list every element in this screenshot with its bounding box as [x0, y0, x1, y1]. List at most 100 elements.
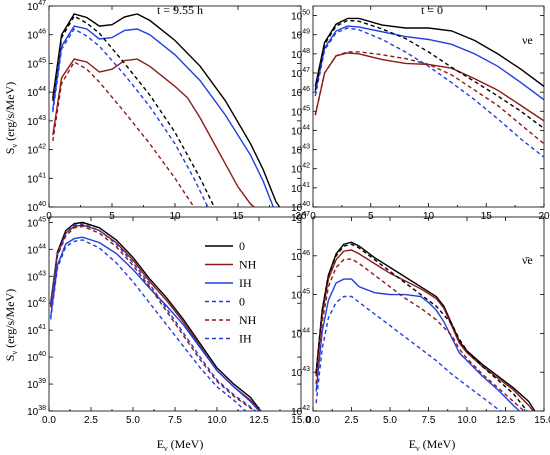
y-tick-label: 1047 [27, 0, 46, 13]
y-tick-label: 1042 [27, 144, 46, 157]
y-tick-label: 1040 [291, 201, 310, 214]
legend-label: IH [239, 276, 252, 290]
y-tick-label: 1039 [27, 378, 46, 391]
panel-title-top-left: t = 9.55 h [157, 3, 203, 17]
y-tick-label: 1040 [27, 351, 46, 364]
y-tick-label: 1050 [291, 10, 310, 23]
series-line-0-solid [315, 241, 536, 411]
x-tick-label: 10.0 [457, 415, 477, 426]
y-tick-label: 1043 [27, 270, 46, 283]
panel-3: 0.02.55.07.510.012.515.01042104310441045… [291, 211, 550, 426]
y-tick-label: 1043 [27, 115, 46, 128]
series-line-0-dashed [52, 15, 215, 207]
x-tick-label: 5 [368, 211, 374, 222]
x-tick-label: 0 [46, 211, 52, 222]
y-tick-label: 1041 [291, 182, 310, 195]
y-tick-label: 1044 [27, 86, 46, 99]
series-line-IH-dashed [52, 28, 209, 207]
panel-title-top-right: t = 0 [421, 3, 443, 17]
panel-2: 0.0 2.5 5.0 7.5 10.0 12.5 15.0 1038 1039 1040 1041… [27, 216, 311, 426]
y-tick-label: 1046 [27, 29, 46, 42]
legend-label: NH [239, 258, 257, 272]
y-tick-label: 1046 [291, 250, 310, 263]
y-tick-label: 1041 [27, 172, 46, 185]
series-line-NH-dashed [52, 61, 195, 207]
y-tick-label: 1043 [291, 144, 310, 157]
x-tick-label: 15 [232, 211, 244, 222]
x-tick-label: 20 [538, 211, 550, 222]
series-line-0-solid [314, 17, 544, 87]
y-tick-label: 1048 [291, 48, 310, 61]
x-axis-label-right: Eν (MeV) [409, 437, 456, 453]
y-tick-label: 1045 [27, 216, 46, 229]
series-line-IH-solid [52, 25, 274, 207]
x-tick-label: 10 [169, 211, 181, 222]
y-tick-label: 1042 [291, 163, 310, 176]
x-tick-label: 2.5 [345, 415, 359, 426]
x-tick-label: 7.5 [168, 415, 182, 426]
y-tick-label: 1044 [291, 124, 310, 137]
legend-label: 0 [239, 295, 245, 309]
x-tick-label: 12.5 [249, 415, 269, 426]
y-tick-label: 1045 [291, 105, 310, 118]
series-group [50, 221, 262, 411]
y-tick-label: 1044 [291, 327, 310, 340]
x-tick-label: 0.0 [42, 415, 56, 426]
series-group [314, 17, 544, 158]
series-line-NH-solid [315, 249, 534, 411]
plot-frame [48, 216, 302, 412]
y-tick-label: 1045 [291, 289, 310, 302]
x-tick-label: 7.5 [422, 415, 436, 426]
x-tick-label: 2.5 [84, 415, 98, 426]
plot-frame [312, 5, 545, 208]
x-tick-label: 10.0 [207, 415, 227, 426]
y-tick-label: 1047 [291, 211, 310, 224]
y-axis-label-top: Sν (erg/s/MeV) [3, 82, 19, 154]
series-line-IH-dashed [315, 295, 502, 411]
series-group [52, 13, 281, 207]
series-line-NH-solid [50, 224, 261, 411]
legend-label: NH [239, 313, 257, 327]
series-line-0-dashed [315, 243, 528, 411]
panel-label-nu-e: νe [522, 33, 533, 47]
series-line-NH-dashed [50, 225, 256, 411]
x-tick-label: 15 [481, 211, 493, 222]
series-line-IH-solid [50, 236, 260, 411]
series-line-0-dashed [50, 222, 257, 411]
x-tick-label: 5.0 [383, 415, 397, 426]
y-tick-label: 1042 [27, 297, 46, 310]
legend: 0 NH IH 0 NH IH [205, 239, 257, 346]
series-line-NH-solid [314, 52, 544, 122]
y-tick-label: 1043 [291, 366, 310, 379]
y-axis-label-bottom: Sν (erg/s/MeV) [3, 289, 19, 361]
series-line-NH-dashed [315, 258, 525, 411]
y-tick-label: 1045 [27, 57, 46, 70]
y-tick-label: 1049 [291, 29, 310, 42]
panel-label-nu-e-bar: ν̄e [522, 253, 533, 267]
y-tick-label: 1046 [291, 86, 310, 99]
series-group [315, 241, 536, 411]
x-axis-label-left: Eν (MeV) [157, 437, 204, 453]
legend-label: IH [239, 332, 252, 346]
y-tick-label: 1041 [27, 324, 46, 337]
series-line-0-solid [50, 221, 262, 411]
x-tick-label: 12.5 [496, 415, 516, 426]
panel-1: 0 5 10 15 2010401041104210431044104510461047… [291, 5, 550, 222]
x-tick-label: 0 [310, 211, 316, 222]
series-line-NH-solid [52, 58, 255, 207]
series-line-NH-dashed [314, 51, 544, 145]
y-tick-label: 1038 [27, 405, 46, 418]
x-tick-label: 20 [295, 211, 307, 222]
y-tick-label: 1044 [27, 243, 46, 256]
series-line-0-dashed [314, 19, 544, 130]
x-tick-label: 15.0 [291, 415, 311, 426]
panels-group: 0 5 10 15 2010401041104210431044104510461047… [27, 0, 550, 426]
x-tick-label: 15.0 [534, 415, 550, 426]
series-line-IH-solid [314, 25, 544, 101]
y-tick-label: 1042 [291, 405, 310, 418]
y-tick-label: 1040 [27, 201, 46, 214]
x-tick-label: 10 [423, 211, 435, 222]
x-tick-label: 0.0 [306, 415, 320, 426]
x-tick-label: 5 [109, 211, 115, 222]
